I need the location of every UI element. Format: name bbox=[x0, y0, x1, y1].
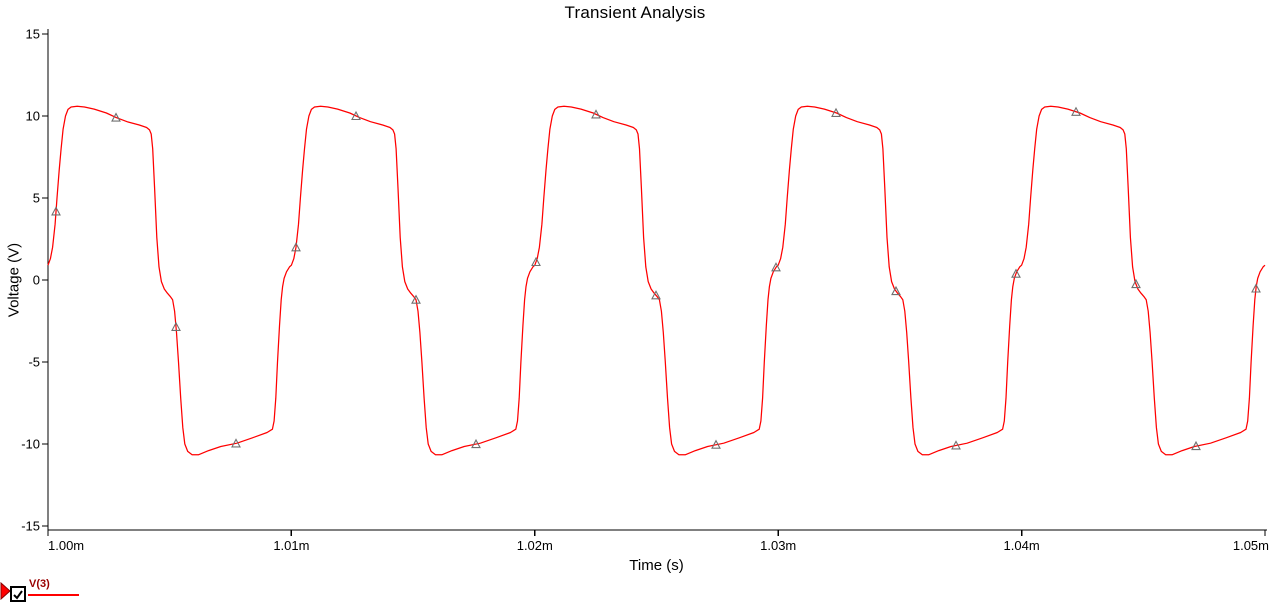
sample-marker-triangle-icon bbox=[591, 109, 601, 119]
waveform-v3 bbox=[47, 105, 1266, 456]
y-tick-label: 10 bbox=[26, 109, 40, 124]
sample-marker-triangle-icon bbox=[411, 294, 421, 304]
chart-title: Transient Analysis bbox=[564, 3, 706, 22]
sample-marker-triangle-icon bbox=[111, 112, 121, 122]
sample-marker-triangle-icon bbox=[951, 440, 961, 450]
sample-marker-triangle-icon bbox=[1011, 268, 1021, 278]
sample-marker-triangle-icon bbox=[471, 438, 481, 449]
legend: V(3) bbox=[0, 577, 220, 605]
sample-marker-triangle-icon bbox=[651, 290, 661, 300]
y-tick-label: 15 bbox=[26, 27, 40, 42]
x-tick-label: 1.04m bbox=[1004, 538, 1040, 553]
y-axis-label: Voltage (V) bbox=[5, 242, 23, 318]
x-tick-label: 1.00m bbox=[48, 538, 84, 553]
sample-marker-triangle-icon bbox=[771, 262, 781, 272]
y-tick-label: -10 bbox=[21, 437, 40, 452]
sample-marker-triangle-icon bbox=[891, 285, 901, 296]
y-tick-label: -5 bbox=[28, 355, 40, 370]
y-tick-label: -15 bbox=[21, 519, 40, 534]
sample-marker-triangle-icon bbox=[1191, 440, 1201, 451]
x-axis-label: Time (s) bbox=[629, 557, 684, 574]
sample-marker-triangle-icon bbox=[351, 110, 361, 121]
x-tick-label: 1.03m bbox=[760, 538, 796, 553]
y-tick-label: 0 bbox=[33, 273, 40, 288]
sample-marker-triangle-icon bbox=[291, 242, 301, 252]
sample-marker-triangle-icon bbox=[1071, 106, 1081, 116]
sample-marker-triangle-icon bbox=[1251, 283, 1261, 293]
sample-marker-triangle-icon bbox=[711, 439, 721, 449]
sample-marker-triangle-icon bbox=[51, 206, 61, 216]
series-visibility-checkbox[interactable] bbox=[10, 586, 26, 602]
y-tick-label: 5 bbox=[33, 191, 40, 206]
series-color-line bbox=[28, 594, 79, 596]
legend-flag-icon bbox=[0, 582, 11, 600]
sample-marker-triangle-icon bbox=[1131, 278, 1141, 289]
sample-marker-triangle-icon bbox=[831, 107, 841, 117]
x-tick-label: 1.01m bbox=[273, 538, 309, 553]
series-name-label: V(3) bbox=[29, 578, 50, 590]
x-tick-label: 1.02m bbox=[517, 538, 553, 553]
checkmark-icon bbox=[13, 590, 23, 600]
sample-marker-triangle-icon bbox=[231, 438, 241, 448]
sample-marker-triangle-icon bbox=[531, 256, 541, 267]
x-tick-label: 1.05m bbox=[1233, 538, 1269, 553]
sample-marker-triangle-icon bbox=[171, 321, 181, 331]
